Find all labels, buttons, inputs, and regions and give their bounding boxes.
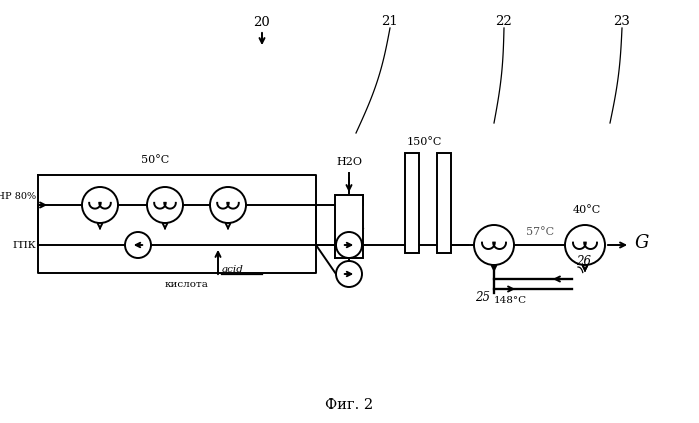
Circle shape bbox=[210, 187, 246, 223]
Text: acid: acid bbox=[222, 264, 244, 274]
Text: 20: 20 bbox=[254, 16, 271, 29]
Circle shape bbox=[147, 187, 183, 223]
Circle shape bbox=[336, 232, 362, 258]
Text: 50°C: 50°C bbox=[141, 155, 169, 165]
Circle shape bbox=[565, 225, 605, 265]
Text: Фиг. 2: Фиг. 2 bbox=[325, 398, 373, 412]
Text: 22: 22 bbox=[496, 15, 512, 28]
Text: 23: 23 bbox=[614, 15, 630, 28]
Text: СНР 80%: СНР 80% bbox=[0, 192, 36, 201]
Bar bbox=[405, 153, 419, 253]
Circle shape bbox=[336, 261, 362, 287]
Text: H2O: H2O bbox=[336, 157, 362, 167]
Text: 148°C: 148°C bbox=[494, 296, 527, 305]
Text: ГПК: ГПК bbox=[13, 241, 36, 250]
Text: G: G bbox=[635, 234, 649, 252]
Circle shape bbox=[474, 225, 514, 265]
Circle shape bbox=[125, 232, 151, 258]
Bar bbox=[335, 195, 363, 258]
Text: 21: 21 bbox=[382, 15, 398, 28]
Text: 57°C: 57°C bbox=[526, 227, 554, 237]
Text: 150°C: 150°C bbox=[407, 137, 442, 147]
Text: кислота: кислота bbox=[165, 280, 209, 289]
Circle shape bbox=[82, 187, 118, 223]
Bar bbox=[437, 153, 451, 253]
Text: 25: 25 bbox=[475, 291, 490, 304]
Text: 26: 26 bbox=[576, 255, 591, 268]
Text: 40°C: 40°C bbox=[573, 205, 601, 215]
